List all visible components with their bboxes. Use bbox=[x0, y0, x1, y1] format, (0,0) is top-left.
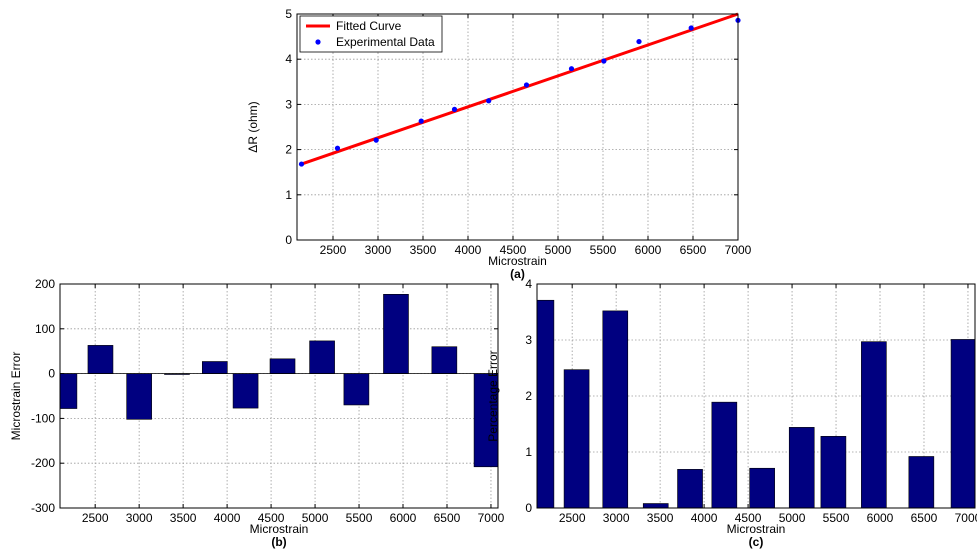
x-tick-label: 3500 bbox=[170, 511, 197, 525]
x-tick-label: 6000 bbox=[635, 243, 662, 257]
x-tick-label: 6000 bbox=[390, 511, 417, 525]
bar bbox=[820, 436, 847, 509]
y-tick-label: 3 bbox=[285, 97, 292, 111]
y-tick-label: 4 bbox=[285, 52, 292, 66]
y-tick-label: 4 bbox=[525, 277, 532, 291]
x-tick-label: 4000 bbox=[455, 243, 482, 257]
x-tick-label: 6500 bbox=[911, 511, 938, 525]
x-axis-label: Microstrain bbox=[488, 254, 547, 268]
legend-marker-swatch bbox=[315, 39, 321, 45]
x-tick-label: 4500 bbox=[258, 511, 285, 525]
x-tick-label: 4000 bbox=[214, 511, 241, 525]
bar bbox=[861, 341, 887, 509]
legend-label: Fitted Curve bbox=[336, 19, 402, 33]
experimental-data-point bbox=[523, 82, 530, 88]
x-tick-label: 5500 bbox=[823, 511, 850, 525]
x-tick-label: 6500 bbox=[680, 243, 707, 257]
bar bbox=[343, 373, 370, 406]
y-tick-label: 0 bbox=[525, 501, 532, 515]
bar bbox=[642, 503, 669, 509]
y-tick-label: 1 bbox=[525, 445, 532, 459]
y-tick-label: 200 bbox=[35, 277, 55, 291]
x-tick-label: 5500 bbox=[346, 511, 373, 525]
x-tick-label: 4500 bbox=[500, 243, 527, 257]
y-tick-label: 2 bbox=[525, 389, 532, 403]
bar bbox=[677, 469, 703, 509]
x-tick-label: 3000 bbox=[603, 511, 630, 525]
x-tick-label: 3500 bbox=[647, 511, 674, 525]
x-tick-label: 5000 bbox=[779, 511, 806, 525]
x-tick-label: 4000 bbox=[691, 511, 718, 525]
y-tick-label: 5 bbox=[285, 7, 292, 21]
x-tick-label: 5000 bbox=[545, 243, 572, 257]
bar bbox=[788, 427, 815, 509]
bar bbox=[563, 369, 590, 509]
experimental-data-point bbox=[334, 145, 341, 151]
y-tick-label: -100 bbox=[31, 411, 55, 425]
panel-caption: (b) bbox=[271, 535, 286, 549]
y-tick-label: 2 bbox=[285, 143, 292, 157]
bar bbox=[908, 456, 935, 509]
y-axis-label: ΔR (ohm) bbox=[246, 101, 260, 152]
bar bbox=[59, 373, 78, 409]
x-axis-label: Microstrain bbox=[727, 522, 786, 536]
experimental-data-point bbox=[601, 58, 607, 64]
legend-box bbox=[299, 15, 443, 53]
y-axis-label: Percentage Error bbox=[486, 350, 500, 441]
bar bbox=[309, 340, 335, 374]
x-tick-label: 7000 bbox=[478, 511, 505, 525]
experimental-data-point bbox=[418, 118, 424, 124]
experimental-data-point bbox=[568, 66, 575, 72]
y-tick-label: 0 bbox=[48, 367, 55, 381]
bar bbox=[383, 294, 409, 374]
experimental-data-point bbox=[451, 106, 458, 112]
x-tick-label: 6500 bbox=[434, 511, 461, 525]
experimental-data-point bbox=[688, 25, 694, 31]
y-tick-label: 0 bbox=[285, 233, 292, 247]
y-tick-label: 3 bbox=[525, 333, 532, 347]
bar bbox=[711, 401, 738, 509]
bar bbox=[269, 358, 296, 374]
x-tick-label: 3000 bbox=[126, 511, 153, 525]
bar bbox=[126, 373, 152, 420]
x-tick-label: 7000 bbox=[955, 511, 977, 525]
y-tick-label: 100 bbox=[35, 322, 55, 336]
legend-label: Experimental Data bbox=[336, 35, 435, 49]
plot-area bbox=[60, 284, 498, 508]
bar bbox=[201, 361, 228, 374]
x-tick-label: 6000 bbox=[867, 511, 894, 525]
axes-box bbox=[59, 283, 499, 509]
y-tick-label: -200 bbox=[31, 456, 55, 470]
axes-box bbox=[296, 13, 739, 241]
x-tick-label: 2500 bbox=[320, 243, 347, 257]
x-tick-label: 2500 bbox=[559, 511, 586, 525]
y-axis-label: Microstrain Error bbox=[9, 352, 23, 441]
x-tick-label: 5500 bbox=[590, 243, 617, 257]
panel-caption: (c) bbox=[749, 535, 764, 549]
panel-caption: (a) bbox=[510, 267, 525, 281]
experimental-data-point bbox=[636, 38, 642, 45]
x-tick-label: 5000 bbox=[302, 511, 329, 525]
bar bbox=[232, 373, 259, 409]
bar bbox=[749, 467, 775, 509]
y-tick-label: -300 bbox=[31, 501, 55, 515]
x-tick-label: 2500 bbox=[82, 511, 109, 525]
bar bbox=[536, 299, 555, 509]
x-tick-label: 4500 bbox=[735, 511, 762, 525]
x-tick-label: 3500 bbox=[410, 243, 437, 257]
experimental-data-point bbox=[298, 161, 305, 167]
bar bbox=[431, 346, 458, 374]
experimental-data-point bbox=[373, 137, 379, 143]
axes-box bbox=[536, 283, 976, 509]
bar bbox=[87, 345, 114, 374]
y-tick-label: 1 bbox=[285, 188, 292, 202]
experimental-data-point bbox=[486, 98, 492, 104]
bar bbox=[950, 339, 976, 509]
x-tick-label: 3000 bbox=[365, 243, 392, 257]
x-axis-label: Microstrain bbox=[250, 522, 309, 536]
bar bbox=[602, 310, 629, 509]
x-tick-label: 7000 bbox=[725, 243, 752, 257]
